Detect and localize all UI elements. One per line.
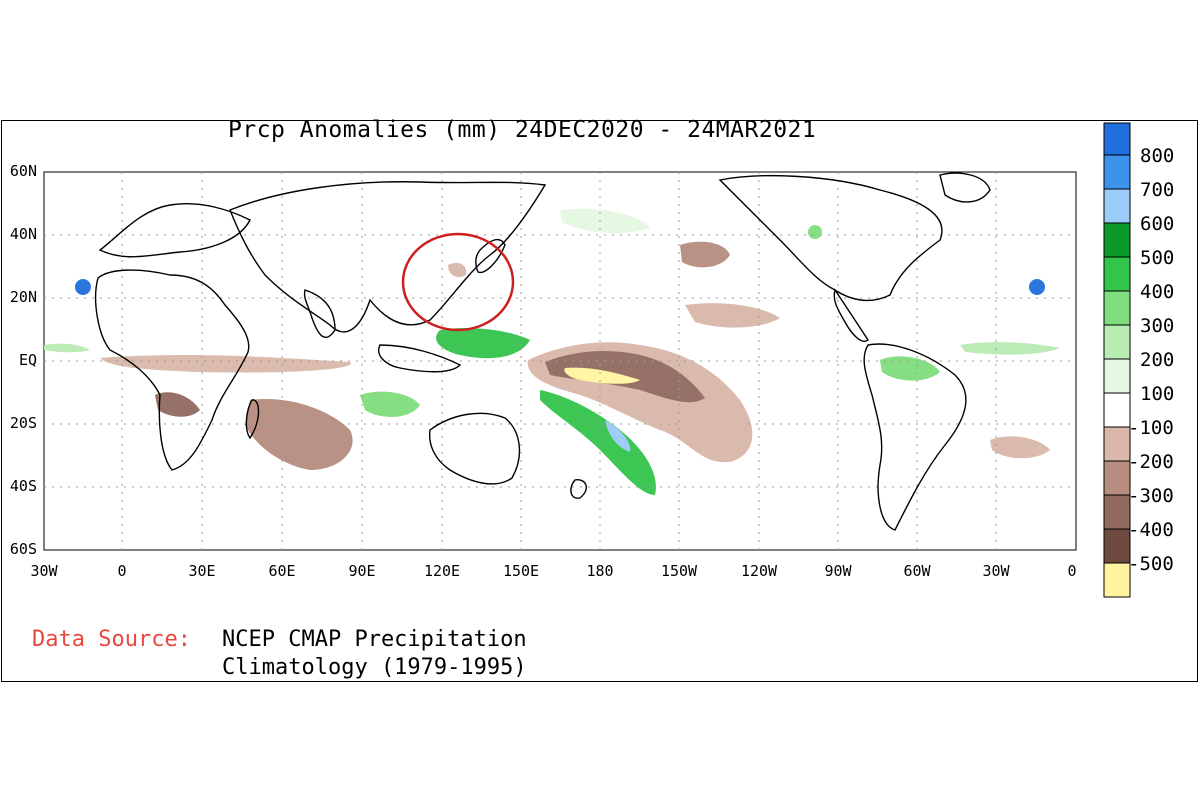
wet-anomaly-south-america: [880, 356, 940, 381]
legend-box-neg100: [1103, 426, 1131, 462]
lat-label-40s: 40S: [9, 477, 37, 495]
map-title: Prcp Anomalies (mm) 24DEC2020 - 24MAR202…: [228, 117, 817, 143]
dry-anomaly-east-asia: [448, 262, 467, 278]
legend-box-neg200: [1103, 460, 1131, 496]
legend-label-800: 800: [1140, 145, 1175, 167]
lon-label-90e: 90E: [348, 562, 376, 580]
lat-label-20s: 20S: [9, 414, 37, 432]
wet-spot-north-pacific: [808, 225, 822, 239]
legend-box-500: [1103, 222, 1131, 258]
coast-madagascar: [245, 399, 260, 440]
dry-anomaly-north-pacific: [680, 241, 730, 268]
coast-europe: [98, 202, 251, 258]
legend-box-neg400: [1103, 528, 1131, 564]
annotation-circle: [401, 232, 515, 332]
legend-label-500: 500: [1140, 247, 1175, 269]
lat-label-eq: EQ: [18, 351, 37, 369]
legend-box-600: [1103, 188, 1131, 224]
legend-label-300: 300: [1140, 315, 1175, 337]
legend-box-zero: [1103, 392, 1131, 428]
lon-label-180: 180: [586, 562, 614, 580]
dry-anomaly-north-pacific-2: [685, 303, 780, 328]
lon-label-150e: 150E: [502, 562, 540, 580]
wet-spot-east-atlantic: [1029, 279, 1045, 295]
wet-spot-west-africa: [75, 279, 91, 295]
anomaly-shading: [44, 208, 1060, 495]
lon-label-150w: 150W: [660, 562, 698, 580]
wet-anomaly-spcz-core: [605, 420, 631, 452]
legend-label-700: 700: [1140, 179, 1175, 201]
legend-label-neg300: -300: [1128, 485, 1174, 507]
lat-label-60s: 60S: [9, 540, 37, 558]
data-source-label: Data Source:: [32, 627, 191, 652]
wet-anomaly-spcz: [540, 390, 656, 495]
legend-label-400: 400: [1140, 281, 1175, 303]
legend-label-neg100: -100: [1128, 417, 1174, 439]
coast-south-america: [863, 343, 967, 531]
lon-label-120w: 120W: [740, 562, 778, 580]
lat-label-20n: 20N: [9, 288, 37, 306]
data-source-line-2: Climatology (1979-1995): [222, 655, 527, 680]
legend-box-700: [1103, 154, 1131, 190]
lon-label-120e: 120E: [423, 562, 461, 580]
dry-anomaly-equator-band: [100, 355, 351, 373]
lat-label-40n: 40N: [9, 225, 37, 243]
coast-australia: [428, 412, 521, 485]
legend-label-100: 100: [1140, 383, 1175, 405]
legend-box-min: [1103, 562, 1131, 598]
legend-box-400: [1103, 256, 1131, 292]
legend-box-800: [1103, 122, 1131, 156]
lon-label-0-left: 0: [117, 562, 127, 580]
wet-anomaly-atlantic-itcz: [960, 342, 1060, 355]
coastlines: [95, 172, 991, 531]
dry-anomaly-south-atlantic: [990, 436, 1050, 459]
lon-label-30w-right: 30W: [982, 562, 1010, 580]
dry-anomaly-africa: [155, 392, 200, 417]
lon-label-60e: 60E: [268, 562, 296, 580]
lon-label-30w-left: 30W: [30, 562, 58, 580]
legend-label-200: 200: [1140, 349, 1175, 371]
wet-anomaly-warm-pool: [436, 328, 530, 359]
legend-label-neg400: -400: [1128, 519, 1174, 541]
coast-north-america: [718, 175, 943, 302]
wet-anomaly-west-africa-coast: [44, 343, 90, 353]
coast-central-america: [833, 288, 869, 342]
legend-colorbar: [1103, 122, 1131, 598]
coast-africa: [95, 269, 250, 471]
wet-anomaly-indian-ocean: [360, 391, 420, 417]
coast-indonesia: [378, 344, 462, 373]
legend-box-100: [1103, 358, 1131, 394]
legend-box-neg300: [1103, 494, 1131, 530]
legend-label-neg500: -500: [1128, 553, 1174, 575]
legend-box-300: [1103, 290, 1131, 326]
lon-label-30e: 30E: [188, 562, 216, 580]
lat-label-60n: 60N: [9, 162, 37, 180]
dry-anomaly-indian-ocean: [245, 399, 353, 470]
dry-anomaly-central-pacific-max: [564, 367, 640, 384]
legend-label-neg200: -200: [1128, 451, 1174, 473]
legend-label-600: 600: [1140, 213, 1175, 235]
coast-new-zealand: [570, 479, 588, 499]
coast-greenland: [939, 172, 991, 203]
wet-anomaly-northern-mid-lat: [560, 208, 650, 234]
lon-label-0-right: 0: [1067, 562, 1077, 580]
lon-label-60w: 60W: [903, 562, 931, 580]
coast-japan: [475, 238, 506, 274]
lon-label-90w: 90W: [824, 562, 852, 580]
coast-india: [303, 289, 336, 338]
legend-box-200: [1103, 324, 1131, 360]
coast-eurasia: [229, 181, 547, 333]
data-source-line-1: NCEP CMAP Precipitation: [222, 627, 527, 652]
